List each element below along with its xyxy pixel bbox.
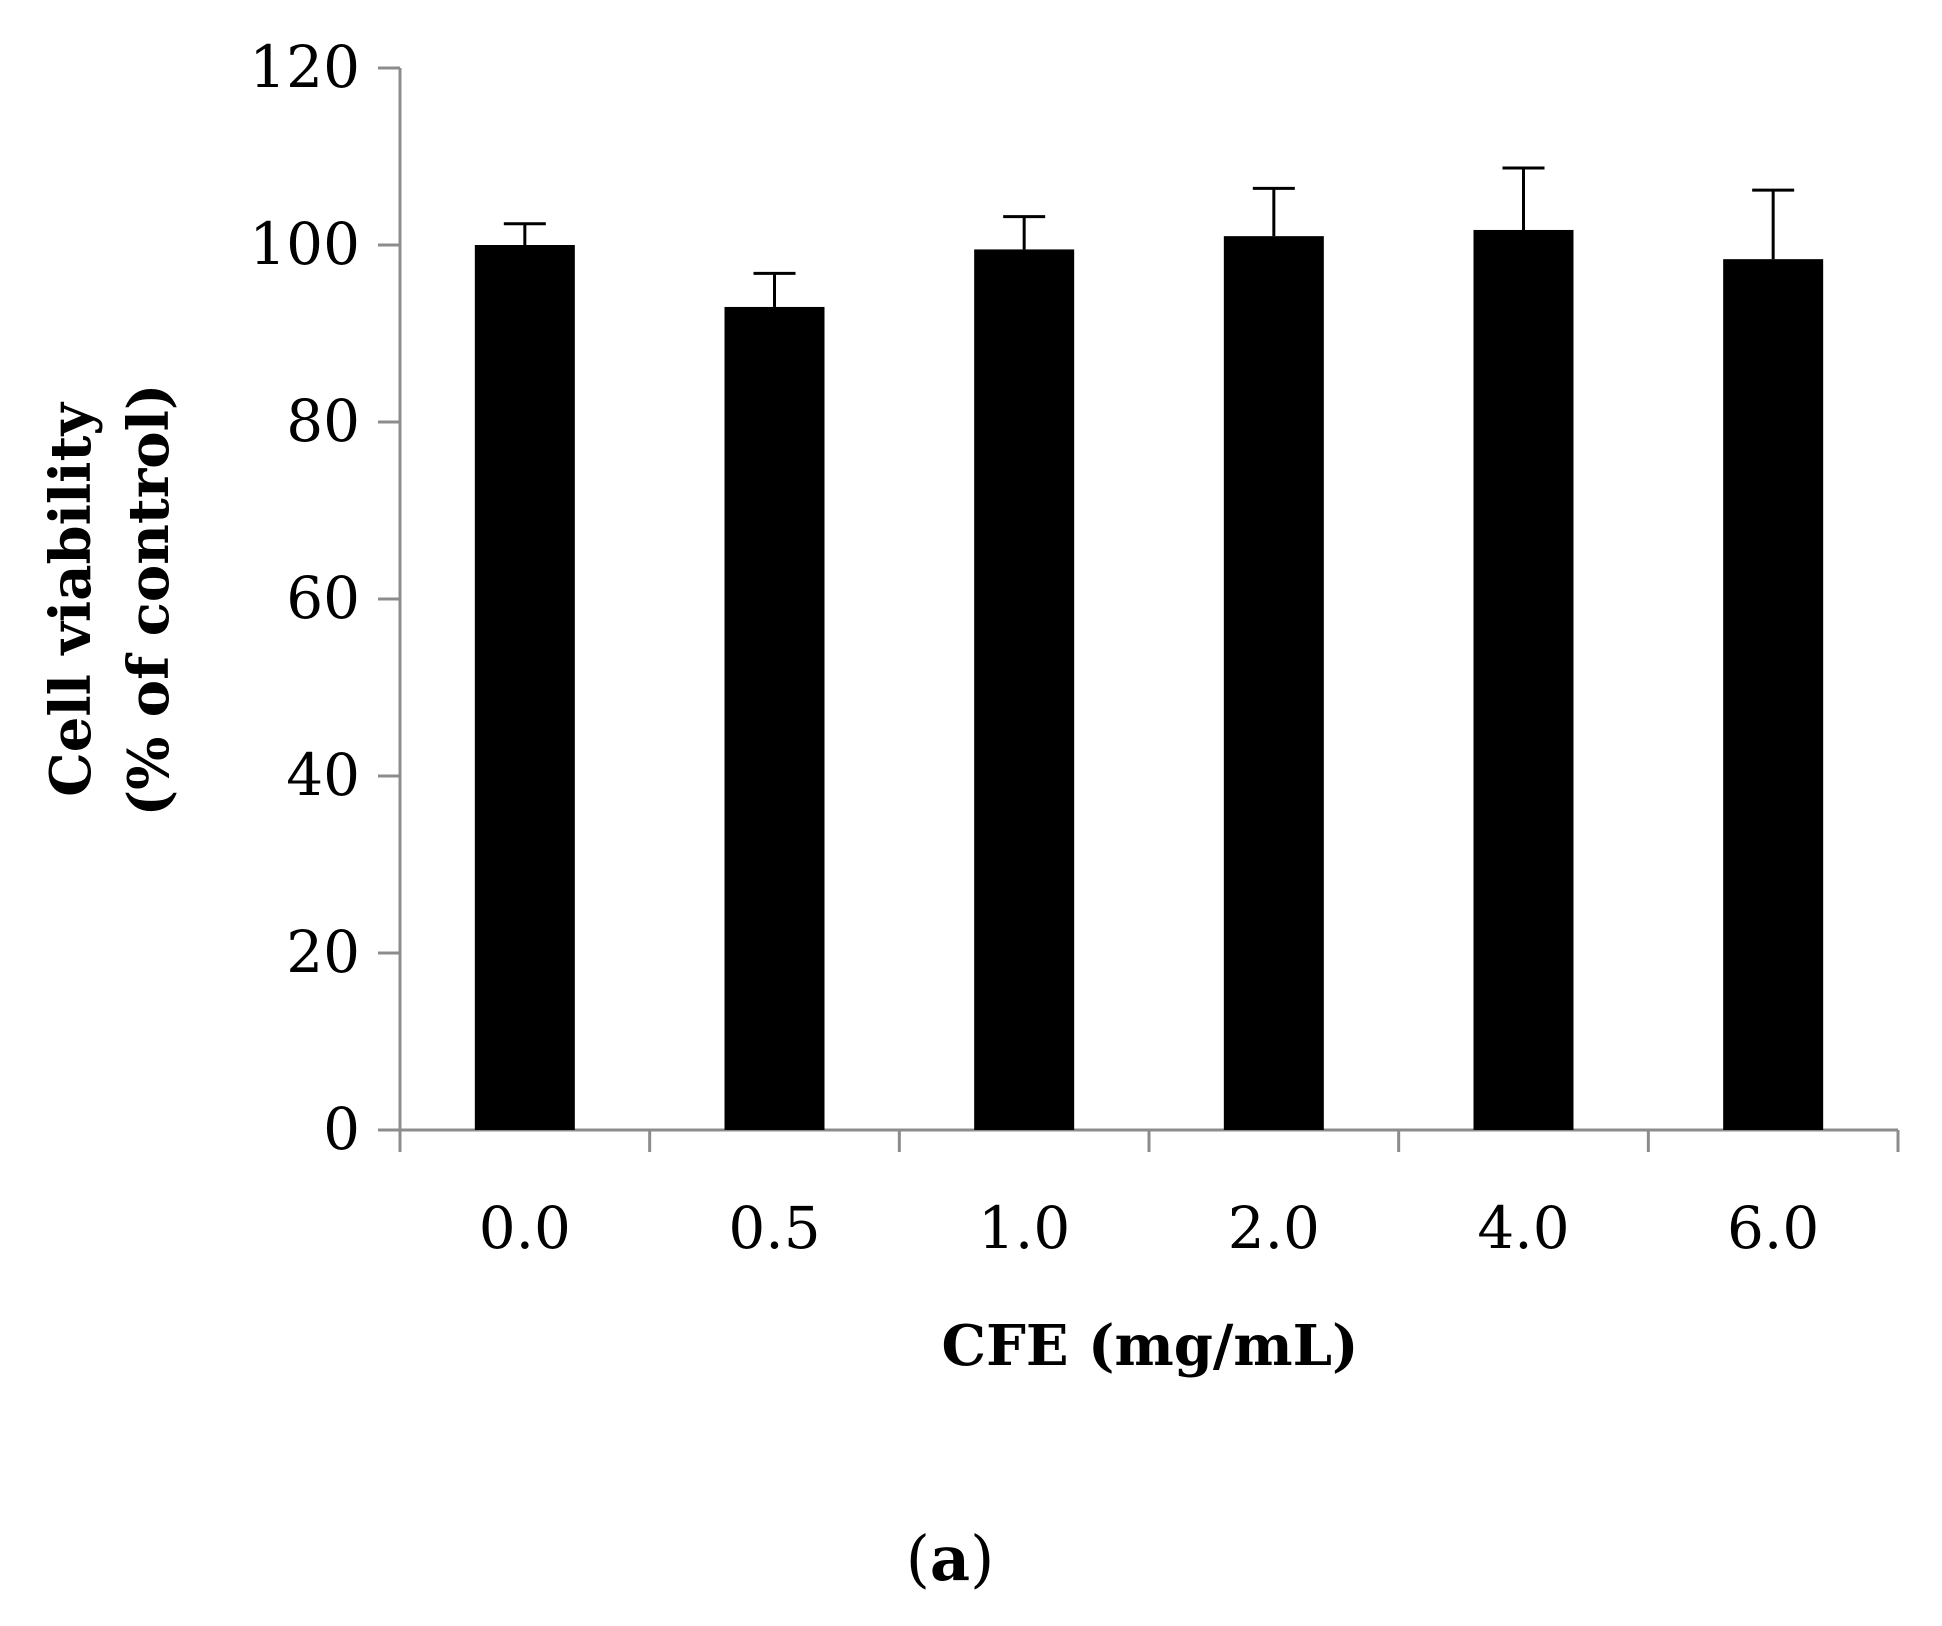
bar-2.0: [1223, 236, 1324, 1130]
bar-0.5: [724, 306, 825, 1130]
x-tick-label: 6.0: [1727, 1194, 1819, 1262]
y-axis: 0 20 40 60 80 100 120: [249, 33, 402, 1163]
y-axis-title-line2: (% of control): [116, 384, 182, 817]
x-tick-label: 4.0: [1477, 1194, 1569, 1262]
y-axis-title-line1: Cell viability: [38, 402, 104, 797]
x-tick-label: 2.0: [1228, 1194, 1320, 1262]
x-axis-title: CFE (mg/mL): [942, 1313, 1359, 1379]
y-tick-label: 60: [286, 564, 360, 632]
bar-6.0: [1723, 259, 1824, 1130]
x-tick-label: 1.0: [978, 1194, 1070, 1262]
bar-0.0: [474, 245, 575, 1130]
y-tick-label: 0: [323, 1095, 360, 1163]
panel-label-close: ): [970, 1522, 994, 1595]
bar-1.0: [974, 249, 1075, 1131]
x-axis: 0.0 0.5 1.0 2.0 4.0 6.0: [398, 1128, 1900, 1262]
y-axis-title: Cell viability (% of control): [38, 384, 182, 817]
panel-label-open: (: [906, 1522, 930, 1595]
bars: [474, 229, 1824, 1131]
y-tick-label: 80: [286, 387, 360, 455]
y-tick-label: 120: [249, 33, 360, 101]
x-tick-label: 0.5: [728, 1194, 820, 1262]
y-tick-label: 40: [286, 741, 360, 809]
panel-label: (a): [906, 1522, 995, 1595]
panel-label-letter: a: [930, 1522, 970, 1595]
error-bars: [503, 166, 1795, 307]
bar-4.0: [1473, 229, 1574, 1130]
x-tick-label: 0.0: [479, 1194, 571, 1262]
y-tick-label: 100: [249, 210, 360, 278]
y-tick-label: 20: [286, 918, 360, 986]
